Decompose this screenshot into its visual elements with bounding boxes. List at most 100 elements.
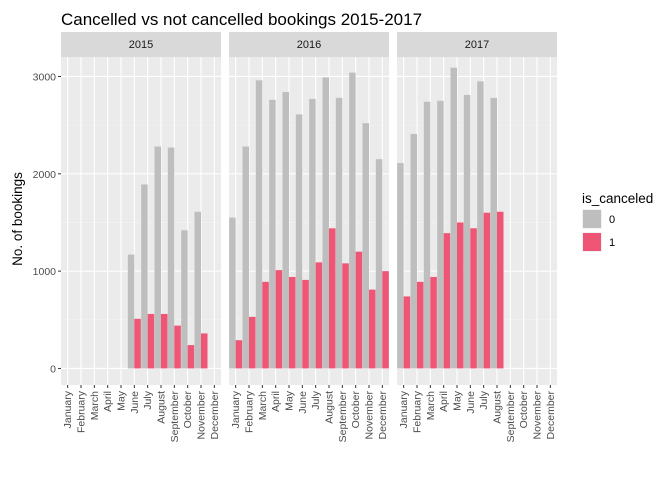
- x-tick-label: April: [270, 391, 282, 412]
- x-tick-label: December: [377, 390, 389, 439]
- bar-2017-march-canceled-1: [430, 276, 437, 369]
- facet-strip: [397, 32, 557, 57]
- bar-2015-june-canceled-1: [134, 318, 141, 369]
- x-tick-label: July: [478, 390, 490, 409]
- x-tick-label: July: [310, 390, 322, 409]
- x-tick-label: November: [364, 390, 376, 439]
- legend-label-1: 1: [609, 237, 615, 249]
- bar-2016-october-canceled-1: [355, 251, 363, 369]
- bar-2016-may-canceled-1: [289, 276, 296, 369]
- bar-2015-september-canceled-0: [167, 147, 175, 369]
- bar-2017-august-canceled-1: [497, 211, 504, 369]
- facet-strip-label: 2016: [297, 39, 321, 51]
- x-tick-label: May: [116, 390, 128, 411]
- bar-2017-august-canceled-0: [490, 97, 497, 369]
- facet-panel-2016: 2016 January February March April May June July…: [229, 32, 389, 442]
- bar-2015-august-canceled-1: [161, 313, 168, 369]
- bar-2016-march-canceled-1: [262, 281, 269, 369]
- x-tick-label: March: [257, 391, 269, 420]
- y-tick-label: 3000: [33, 71, 57, 83]
- bar-2016-august-canceled-1: [329, 228, 336, 369]
- x-tick-label: April: [438, 391, 450, 412]
- bar-2016-february-canceled-0: [242, 146, 249, 369]
- x-tick-label: October: [350, 391, 362, 429]
- y-tick-label: 2000: [33, 169, 57, 181]
- bar-2015-august-canceled-0: [154, 146, 161, 369]
- x-tick-label: August: [156, 391, 168, 424]
- legend-title: is_canceled: [582, 191, 653, 206]
- bar-2015-june-canceled-0: [127, 254, 135, 369]
- facet-strip: [229, 32, 389, 57]
- bar-2016-november-canceled-0: [362, 123, 369, 369]
- panel-background: [397, 57, 557, 385]
- bar-2017-july-canceled-1: [483, 212, 491, 369]
- bar-2016-april-canceled-1: [275, 270, 283, 369]
- y-tick-label: 1000: [33, 266, 57, 278]
- x-tick-label: June: [129, 391, 141, 414]
- legend-key-swatch-0: [583, 210, 601, 228]
- panel-background: [61, 57, 221, 385]
- x-tick-label: August: [324, 391, 336, 424]
- bar-2015-november-canceled-0: [194, 211, 201, 369]
- x-tick-label: June: [297, 391, 309, 414]
- bar-2015-october-canceled-1: [187, 345, 195, 369]
- bar-2016-april-canceled-0: [269, 99, 276, 369]
- x-tick-label: January: [230, 390, 242, 428]
- x-tick-label: November: [196, 390, 208, 439]
- x-tick-label: April: [102, 391, 114, 412]
- bar-2017-january-canceled-1: [403, 296, 411, 369]
- chart-title: Cancelled vs not cancelled bookings 2015…: [61, 10, 422, 29]
- bar-2016-january-canceled-0: [229, 217, 236, 369]
- x-tick-label: January: [398, 390, 410, 428]
- bar-2016-june-canceled-0: [295, 114, 303, 369]
- bar-2017-may-canceled-1: [457, 222, 464, 369]
- x-tick-label: February: [76, 390, 88, 433]
- bar-2016-march-canceled-0: [255, 80, 263, 369]
- bar-2016-october-canceled-0: [349, 72, 356, 369]
- bar-2015-september-canceled-1: [174, 325, 181, 369]
- bar-2016-june-canceled-1: [302, 279, 309, 369]
- x-tick-label: August: [492, 391, 504, 424]
- bar-2017-july-canceled-0: [477, 81, 484, 369]
- bar-2017-june-canceled-0: [463, 94, 471, 369]
- bar-2016-september-canceled-1: [342, 263, 349, 369]
- bar-2016-december-canceled-1: [382, 271, 389, 369]
- x-tick-label: January: [62, 390, 74, 428]
- y-tick-label: 0: [50, 363, 56, 375]
- bar-2017-march-canceled-0: [423, 101, 431, 369]
- bar-2017-february-canceled-0: [410, 133, 417, 369]
- x-tick-label: May: [284, 390, 296, 411]
- x-tick-label: February: [412, 390, 424, 433]
- x-tick-label: February: [244, 390, 256, 433]
- legend-key-swatch-1: [583, 233, 601, 251]
- bar-2017-april-canceled-0: [437, 100, 444, 369]
- panel-background: [229, 57, 389, 385]
- facet-strip-label: 2017: [465, 39, 489, 51]
- x-tick-label: March: [89, 391, 101, 420]
- bar-2017-may-canceled-0: [450, 67, 457, 369]
- bar-2016-november-canceled-1: [369, 289, 376, 369]
- bar-2015-july-canceled-0: [141, 184, 148, 369]
- facet-strip-label: 2015: [129, 39, 153, 51]
- x-tick-label: October: [518, 391, 530, 429]
- facet-panel-2015: 2015 January February March April May June July…: [61, 32, 221, 442]
- bar-2016-july-canceled-1: [315, 262, 323, 369]
- x-tick-label: March: [425, 391, 437, 420]
- x-tick-label: December: [545, 390, 557, 439]
- y-axis-title: No. of bookings: [10, 172, 25, 266]
- x-tick-label: September: [169, 391, 181, 443]
- bar-2017-january-canceled-0: [397, 163, 404, 369]
- bar-2016-july-canceled-0: [309, 98, 316, 369]
- bar-2017-february-canceled-1: [417, 281, 424, 369]
- bar-2017-june-canceled-1: [470, 228, 477, 369]
- legend: is_canceled 0 1: [582, 191, 653, 252]
- legend-label-0: 0: [609, 214, 615, 226]
- x-tick-label: October: [182, 391, 194, 429]
- bar-2015-october-canceled-0: [181, 230, 188, 369]
- x-tick-label: June: [465, 391, 477, 414]
- x-tick-label: July: [142, 390, 154, 409]
- bar-2016-february-canceled-1: [249, 316, 256, 369]
- x-tick-label: November: [532, 390, 544, 439]
